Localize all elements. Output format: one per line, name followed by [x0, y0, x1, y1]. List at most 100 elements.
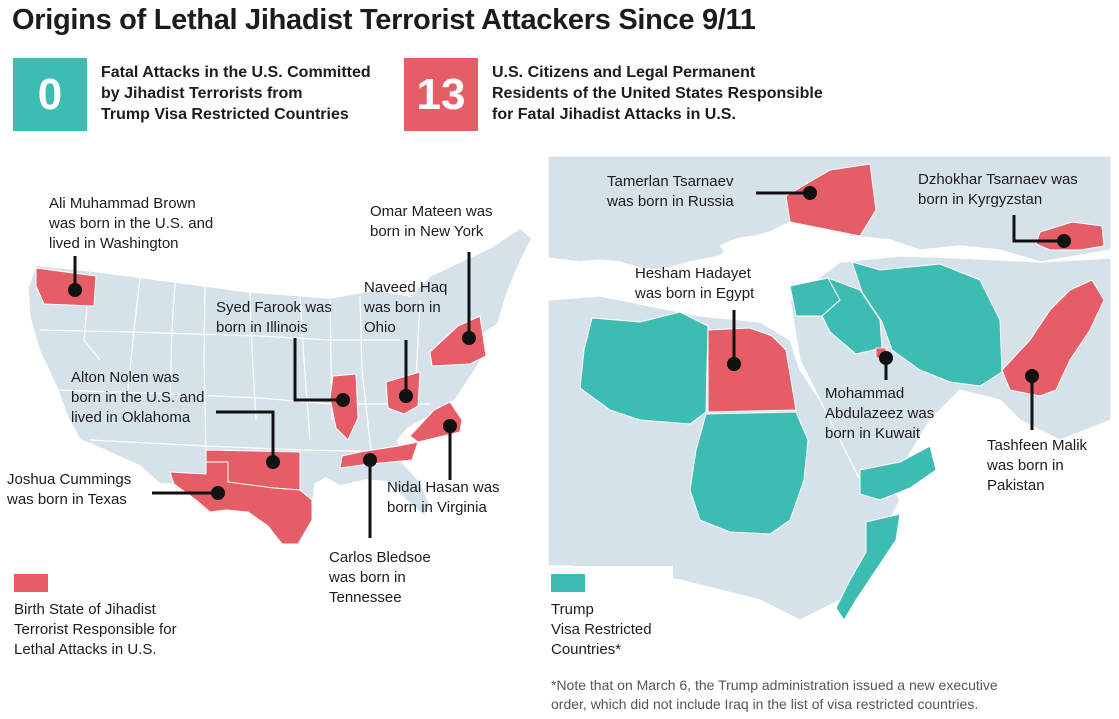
marker-kyrgyzstan — [1057, 234, 1071, 248]
annotation-line: Joshua Cummings — [7, 471, 132, 488]
legend-line: Visa Restricted — [551, 621, 652, 638]
marker-illinois — [336, 393, 350, 407]
annotation-line: born in Illinois — [216, 319, 308, 336]
annotation-line: Alton Nolen was — [71, 369, 180, 386]
marker-oklahoma — [266, 455, 280, 469]
annotation-line: Nidal Hasan was — [387, 479, 500, 496]
annotation-tashfeen-malik: Tashfeen Malik was born in Pakistan — [987, 436, 1087, 496]
black-sea — [720, 235, 800, 262]
annotation-line: was born in the U.S. and — [49, 215, 214, 232]
world-marker-dots — [727, 186, 1071, 383]
us-landmass — [27, 227, 533, 541]
annotation-nidal-hasan: Nidal Hasan was born in Virginia — [387, 478, 500, 518]
annotation-line: was born in Texas — [7, 491, 127, 508]
annotation-line: Naveed Haq — [364, 279, 448, 296]
country-russia — [785, 163, 877, 237]
annotation-omar-mateen: Omar Mateen was born in New York — [370, 202, 493, 242]
annotation-line: Pakistan — [987, 477, 1045, 494]
marker-ohio — [399, 389, 413, 403]
legend-line: Countries* — [551, 641, 622, 658]
annotation-line: Tamerlan Tsarnaev — [607, 173, 734, 190]
annotation-mohammad-abdulazeez: Mohammad Abdulazeez was born in Kuwait — [825, 384, 934, 444]
state-tennessee — [339, 441, 419, 469]
annotation-line: Mohammad — [825, 385, 905, 402]
stat-zero-value: 0 — [37, 69, 63, 119]
state-washington — [35, 267, 97, 307]
annotation-line: was born in Egypt — [635, 285, 755, 302]
country-iraq — [821, 277, 883, 355]
country-iran — [851, 261, 1003, 387]
legend-restricted-label: Trump Visa Restricted Countries* — [551, 600, 652, 660]
stat-zero-line: by Jihadist Terrorists from — [101, 85, 303, 102]
annotation-line: Ohio — [364, 319, 396, 336]
annotation-line: Hesham Hadayet — [635, 265, 751, 282]
annotation-tamerlan-tsarnaev: Tamerlan Tsarnaev was born in Russia — [607, 172, 734, 212]
annotation-syed-farook: Syed Farook was born in Illinois — [216, 298, 332, 338]
legend-restricted-swatch — [551, 574, 585, 592]
annotation-line: Tennessee — [329, 589, 402, 606]
stat-thirteen-line: U.S. Citizens and Legal Permanent — [492, 64, 756, 81]
annotation-joshua-cummings: Joshua Cummings was born in Texas — [7, 470, 131, 510]
country-egypt — [707, 327, 797, 413]
annotation-line: was born in Russia — [607, 193, 734, 210]
page-title: Origins of Lethal Jihadist Terrorist Att… — [12, 4, 756, 36]
marker-texas — [211, 486, 225, 500]
annotation-line: lived in Oklahoma — [71, 409, 191, 426]
annotation-line: was born in — [364, 299, 441, 316]
annotation-ali-muhammad-brown: Ali Muhammad Brown was born in the U.S. … — [49, 194, 213, 254]
legend-line: Lethal Attacks in U.S. — [14, 641, 157, 658]
country-pakistan — [1001, 279, 1105, 397]
marker-tennessee — [363, 453, 377, 467]
country-sudan — [689, 411, 809, 535]
annotation-line: born in Virginia — [387, 499, 487, 516]
annotation-line: Ali Muhammad Brown — [49, 195, 196, 212]
legend-line: Birth State of Jihadist — [14, 601, 156, 618]
stat-thirteen-value: 13 — [416, 69, 466, 119]
country-somalia — [835, 513, 901, 621]
legend-birth-state-swatch — [14, 574, 48, 592]
legend-line: Terrorist Responsible for — [14, 621, 177, 638]
us-state-borders — [39, 271, 430, 461]
annotation-line: Carlos Bledsoe — [329, 549, 431, 566]
stat-thirteen-description: U.S. Citizens and Legal Permanent Reside… — [492, 62, 823, 125]
annotation-line: Tashfeen Malik — [987, 437, 1088, 454]
footnote: *Note that on March 6, the Trump adminis… — [551, 676, 998, 714]
annotation-line: Dzhokhar Tsarnaev was — [918, 171, 1078, 188]
state-texas — [169, 461, 313, 545]
annotation-line: born in the U.S. and — [71, 389, 205, 406]
stat-thirteen-line: Residents of the United States Responsib… — [492, 85, 823, 102]
annotation-dzhokhar-tsarnaev: Dzhokhar Tsarnaev was born in Kyrgyzstan — [918, 170, 1078, 210]
legend-line: Trump — [551, 601, 594, 618]
country-libya — [579, 311, 709, 425]
us-marker-dots — [68, 283, 476, 500]
us-leader-lines — [73, 252, 471, 538]
stat-zero-line: Trump Visa Restricted Countries — [101, 106, 349, 123]
stat-thirteen-line: for Fatal Jihadist Attacks in U.S. — [492, 106, 736, 123]
marker-new-york — [462, 331, 476, 345]
stat-thirteen-box: 13 — [404, 58, 478, 131]
annotation-line: was born in — [987, 457, 1064, 474]
marker-kuwait — [879, 351, 893, 365]
legend-birth-state-label: Birth State of Jihadist Terrorist Respon… — [14, 600, 177, 660]
annotation-carlos-bledsoe: Carlos Bledsoe was born in Tennessee — [329, 548, 431, 608]
annotation-naveed-haq: Naveed Haq was born in Ohio — [364, 278, 447, 338]
stat-zero-line: Fatal Attacks in the U.S. Committed — [101, 64, 371, 81]
marker-washington — [68, 283, 82, 297]
world-leader-lines — [732, 191, 1064, 430]
annotation-hesham-hadayet: Hesham Hadayet was born in Egypt — [635, 264, 754, 304]
stat-zero-description: Fatal Attacks in the U.S. Committed by J… — [101, 62, 371, 125]
footnote-line: order, which did not include Iraq in the… — [551, 696, 979, 712]
footnote-line: *Note that on March 6, the Trump adminis… — [551, 677, 998, 693]
annotation-line: born in Kuwait — [825, 425, 921, 442]
marker-virginia — [443, 419, 457, 433]
state-new-york — [429, 315, 487, 367]
annotation-line: was born in — [329, 569, 406, 586]
annotation-line: lived in Washington — [49, 235, 179, 252]
country-yemen — [859, 445, 937, 501]
us-map — [27, 227, 533, 545]
annotation-line: Abdulazeez was — [825, 405, 935, 422]
stat-zero-box: 0 — [13, 58, 87, 131]
marker-egypt — [727, 357, 741, 371]
annotation-line: born in New York — [370, 223, 484, 240]
marker-russia — [803, 186, 817, 200]
